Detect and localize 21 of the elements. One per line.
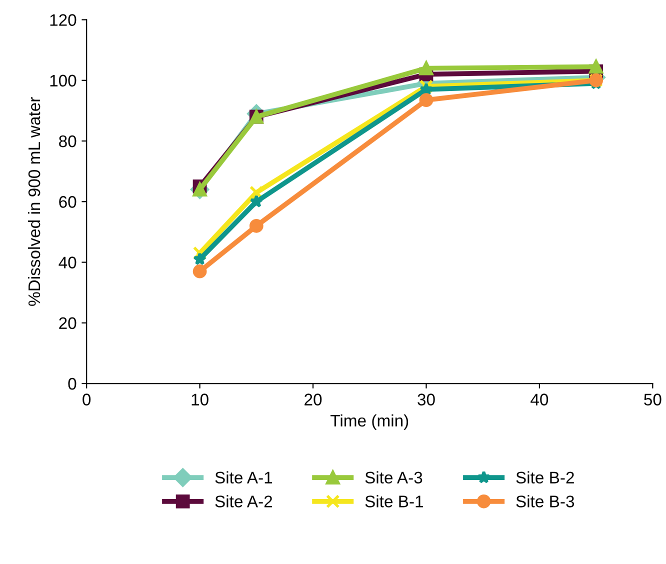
- x-tick-label: 50: [644, 394, 662, 406]
- legend-label: Site A-3: [365, 471, 422, 484]
- x-tick-label: 40: [530, 394, 548, 406]
- y-tick-label: 100: [50, 74, 76, 87]
- legend-label: Site A-2: [215, 495, 272, 508]
- y-tick-label: 80: [59, 135, 76, 148]
- x-tick-label: 0: [82, 394, 91, 406]
- x-tick-label: 20: [304, 394, 322, 406]
- legend-label: Site B-3: [516, 495, 574, 508]
- y-axis-title: %Dissolved in 900 mL water: [28, 97, 40, 306]
- x-tick-label: 30: [418, 394, 435, 406]
- y-tick-label: 20: [59, 317, 76, 330]
- legend-label: Site A-1: [215, 471, 272, 484]
- y-tick-label: 60: [59, 196, 76, 208]
- x-axis-title: Time (min): [330, 414, 408, 430]
- y-tick-label: 120: [50, 14, 76, 26]
- x-tick-label: 10: [192, 394, 208, 406]
- legend-label: Site B-2: [516, 471, 574, 484]
- y-tick-label: 0: [68, 378, 76, 390]
- y-tick-label: 40: [58, 256, 76, 268]
- legend-label: Site B-1: [365, 495, 423, 508]
